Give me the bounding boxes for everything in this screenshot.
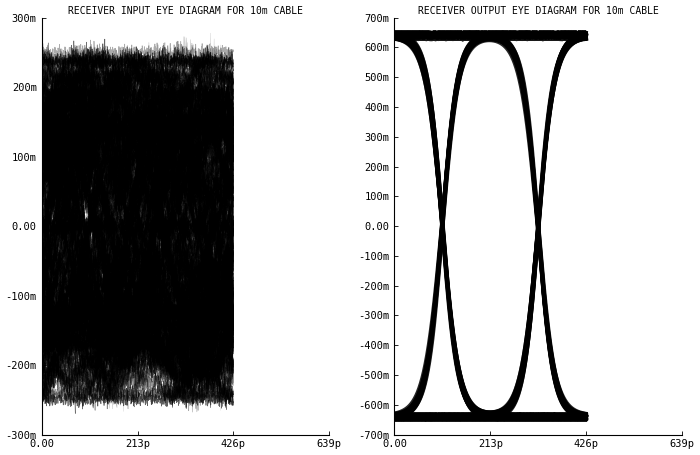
Title: RECEIVER INPUT EYE DIAGRAM FOR 10m CABLE: RECEIVER INPUT EYE DIAGRAM FOR 10m CABLE <box>68 5 303 15</box>
Title: RECEIVER OUTPUT EYE DIAGRAM FOR 10m CABLE: RECEIVER OUTPUT EYE DIAGRAM FOR 10m CABL… <box>418 5 659 15</box>
